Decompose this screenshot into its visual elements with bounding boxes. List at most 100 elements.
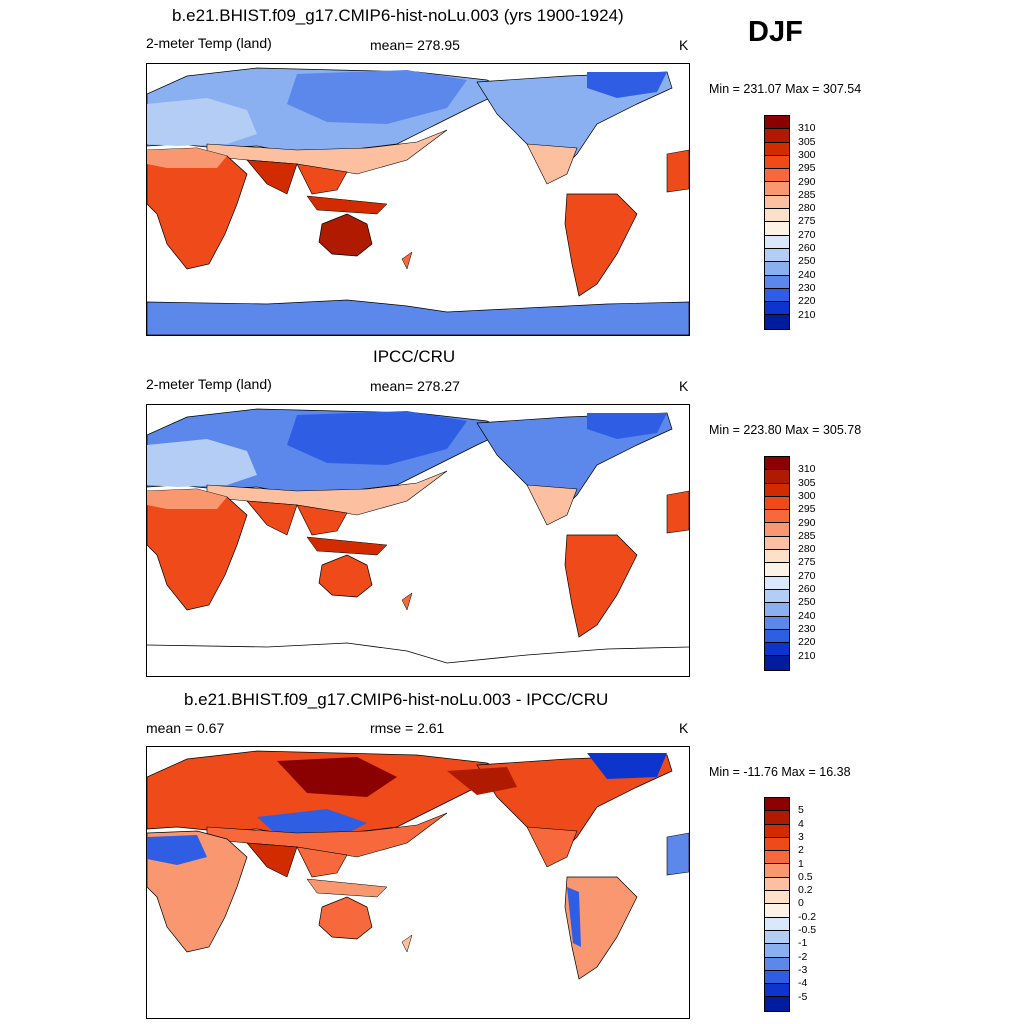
map-region-new-zealand [401, 934, 413, 953]
map-region-se-asia [296, 163, 348, 195]
colorbar-swatch [765, 523, 789, 537]
colorbar-tick-label: -2 [798, 950, 808, 963]
map-region-india [246, 159, 298, 195]
colorbar-swatch [765, 824, 789, 838]
panel-2-mean-label: mean= 278.27 [370, 378, 460, 394]
map-region-antarctica [147, 299, 689, 335]
map-region-siberia-warm [277, 757, 397, 797]
panel-3-minmax: Min = -11.76 Max = 16.38 [709, 765, 851, 779]
map-region-se-asia [296, 846, 348, 878]
colorbar-swatch [765, 116, 789, 130]
panel-2-title: IPCC/CRU [373, 347, 456, 366]
map-region-na-arctic [587, 72, 667, 98]
colorbar-swatch [765, 155, 789, 170]
colorbar-swatch [765, 589, 789, 604]
colorbar-swatch [765, 302, 789, 316]
colorbar-tick-label: 310 [798, 122, 816, 135]
map-region-se-asia [296, 504, 348, 536]
panel-1-left-label: 2-meter Temp (land) [146, 35, 272, 51]
colorbar-swatch [765, 891, 789, 905]
panel-3-units-label: K [679, 720, 689, 736]
colorbar-tick-label: 290 [798, 516, 816, 529]
map-region-na-south [526, 826, 578, 868]
panel-2-left-label: 2-meter Temp (land) [146, 376, 272, 392]
colorbar-swatch [765, 616, 789, 630]
colorbar-tick-label: -5 [798, 990, 808, 1003]
colorbar-tick-label: 280 [798, 202, 816, 215]
colorbar-tick-label: 270 [798, 569, 816, 582]
colorbar-swatch [765, 235, 789, 249]
colorbar-tick-label: 275 [798, 556, 816, 569]
map-region-antarctica-outline [147, 642, 689, 664]
colorbar-swatch [765, 643, 789, 657]
colorbar-swatch [765, 496, 789, 511]
colorbar-tick-label: 270 [798, 228, 816, 241]
map-region-sahara-cool [147, 835, 207, 865]
colorbar-tick-label: 0.2 [798, 884, 813, 897]
colorbar-tick-label: 2 [798, 844, 804, 857]
map-region-africa-east [666, 149, 689, 193]
colorbar-swatch [765, 997, 789, 1011]
colorbar-tick-label: -3 [798, 963, 808, 976]
colorbar-tick-label: 250 [798, 596, 816, 609]
panel-3-title: b.e21.BHIST.f09_g17.CMIP6-hist-noLu.003 … [184, 690, 609, 709]
colorbar-swatch [765, 864, 789, 878]
map-region-greenland-cool [587, 753, 667, 779]
map-region-africa-east [666, 832, 689, 876]
colorbar-swatch [765, 811, 789, 825]
colorbar-swatch [765, 837, 789, 852]
colorbar-swatch [765, 262, 789, 276]
map-region-africa [147, 147, 248, 270]
colorbar-swatch [765, 798, 789, 812]
panel-3-mean-label: mean = 0.67 [146, 720, 225, 736]
panel-3-rmse-label: rmse = 2.61 [370, 720, 445, 736]
colorbar-swatch [765, 984, 789, 998]
colorbar-swatch [765, 576, 789, 590]
colorbar-tick-label: 3 [798, 830, 804, 843]
colorbar-swatch [765, 470, 789, 484]
colorbar-tick-label: 240 [798, 609, 816, 622]
map-region-australia [318, 213, 373, 257]
map-region-india [246, 842, 298, 878]
map-region-indonesia [306, 536, 388, 556]
map-region-africa-north [147, 489, 227, 509]
map-region-alaska-warm [447, 767, 517, 795]
colorbar-swatch [765, 483, 789, 497]
colorbar-tick-label: 230 [798, 622, 816, 635]
colorbar-tick-label: 260 [798, 242, 816, 254]
colorbar-tick-label: 285 [798, 188, 816, 201]
colorbar-swatch [765, 970, 789, 985]
panel-3-map [146, 746, 690, 1019]
map-region-na-south [526, 484, 578, 526]
map-region-europe [147, 439, 257, 487]
colorbar-tick-label: 305 [798, 476, 816, 489]
colorbar-tick-label: 5 [798, 804, 804, 817]
colorbar-swatch [765, 510, 789, 524]
colorbar-tick-label: 210 [798, 649, 816, 662]
colorbar-swatch [765, 142, 789, 156]
panel-1-units-label: K [679, 37, 689, 53]
map-region-australia [318, 896, 373, 940]
colorbar-swatch [765, 550, 789, 564]
panel-2-minmax: Min = 223.80 Max = 305.78 [709, 423, 862, 437]
colorbar-tick-label: 250 [798, 255, 816, 268]
colorbar-tick-label: 305 [798, 135, 816, 148]
colorbar-tick-label: 300 [798, 148, 816, 161]
colorbar-swatch [765, 222, 789, 236]
colorbar-tick-label: 260 [798, 583, 816, 595]
map-region-south-america [564, 876, 638, 980]
colorbar-swatch [765, 629, 789, 644]
panel-3-map-svg [147, 750, 689, 980]
colorbar-tick-label: 280 [798, 543, 816, 556]
colorbar-swatch [765, 957, 789, 971]
colorbar-swatch [765, 603, 789, 617]
panel-1-title: b.e21.BHIST.f09_g17.CMIP6-hist-noLu.003 … [172, 6, 624, 25]
season-label: DJF [748, 16, 803, 48]
colorbar-tick-label: 230 [798, 281, 816, 294]
colorbar-tick-label: 285 [798, 529, 816, 542]
colorbar-swatch [765, 904, 789, 918]
colorbar-swatch [765, 169, 789, 183]
colorbar-tick-label: 240 [798, 268, 816, 281]
map-region-south-america [564, 534, 638, 638]
map-region-na-arctic [587, 413, 667, 439]
